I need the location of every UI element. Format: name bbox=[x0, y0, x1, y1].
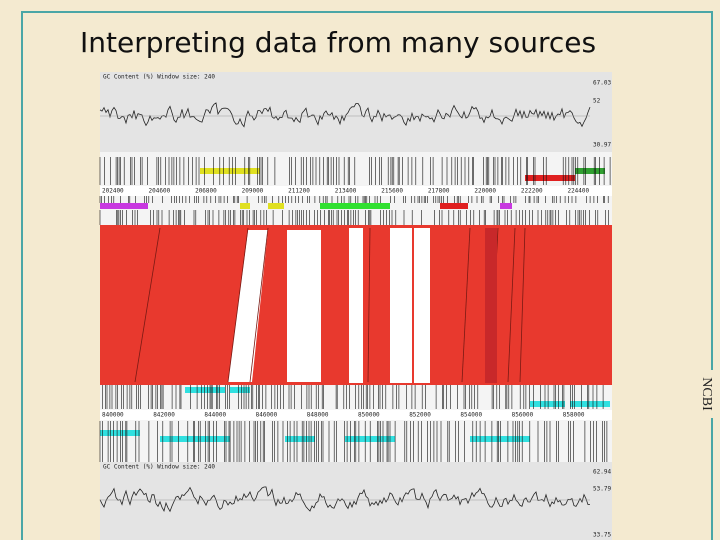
scale-label: 33.75 bbox=[593, 532, 611, 539]
ruler bbox=[100, 186, 612, 196]
gc-panel bbox=[100, 72, 612, 152]
gc-panel bbox=[100, 462, 612, 540]
panel-header: GC Content (%) Window size: 240 bbox=[103, 464, 215, 471]
ruler-label: 846000 bbox=[256, 412, 278, 419]
ruler-label: 209000 bbox=[242, 188, 264, 195]
gene-marks bbox=[99, 421, 608, 462]
frame bbox=[21, 11, 713, 540]
alignment-block bbox=[485, 228, 497, 383]
ruler-label: 202400 bbox=[102, 188, 124, 195]
alignment-gaps bbox=[228, 228, 430, 383]
gc-trace bbox=[99, 486, 590, 513]
ruler-label: 206800 bbox=[195, 188, 217, 195]
ruler-label: 204600 bbox=[149, 188, 171, 195]
feature-boxes bbox=[100, 168, 610, 442]
ruler-label: 213400 bbox=[335, 188, 357, 195]
ruler-label: 840000 bbox=[102, 412, 124, 419]
gene-marks bbox=[102, 385, 604, 409]
ruler-label: 852000 bbox=[409, 412, 431, 419]
gc-trace bbox=[99, 102, 591, 128]
gene-marks bbox=[99, 196, 609, 203]
ruler-label: 217800 bbox=[428, 188, 450, 195]
scale-label: 53.79 bbox=[593, 486, 611, 493]
screenshot: GC Content (%) Window size: 240 67.03 52… bbox=[100, 72, 612, 540]
scale-label: 67.03 bbox=[593, 80, 611, 87]
gene-marks bbox=[99, 210, 609, 225]
scale-label: 62.94 bbox=[593, 469, 611, 476]
ruler-label: 220000 bbox=[474, 188, 496, 195]
scale-label: 52 bbox=[593, 98, 601, 105]
ruler-label: 222200 bbox=[521, 188, 543, 195]
side-label: NCBI bbox=[699, 377, 714, 411]
gene-marks bbox=[99, 157, 611, 185]
ruler-label: 844000 bbox=[204, 412, 226, 419]
ruler-label: 850000 bbox=[358, 412, 380, 419]
ruler-label: 856000 bbox=[512, 412, 534, 419]
ruler-label: 842000 bbox=[153, 412, 175, 419]
ruler-label: 848000 bbox=[307, 412, 329, 419]
ruler-label: 854000 bbox=[460, 412, 482, 419]
title: Interpreting data from many sources bbox=[80, 26, 596, 59]
panel-header: GC Content (%) Window size: 240 bbox=[103, 74, 215, 81]
ruler-label: 215600 bbox=[381, 188, 403, 195]
ruler-label: 858000 bbox=[563, 412, 585, 419]
ruler-label: 211200 bbox=[288, 188, 310, 195]
scale-label: 30.97 bbox=[593, 142, 611, 149]
ruler-label: 224400 bbox=[567, 188, 589, 195]
ruler bbox=[100, 410, 612, 420]
